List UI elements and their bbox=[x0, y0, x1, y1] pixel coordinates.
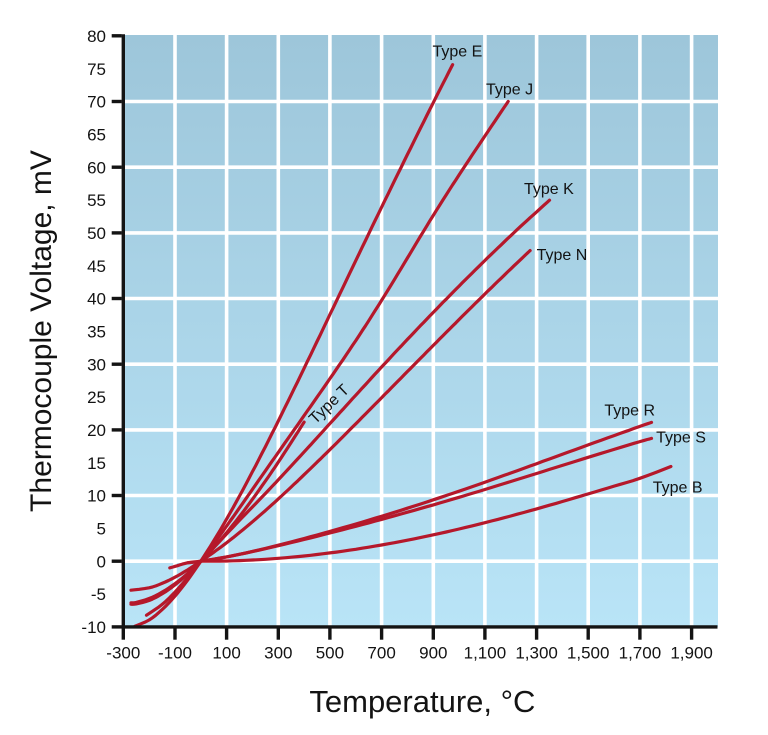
svg-text:1,700: 1,700 bbox=[619, 643, 662, 662]
svg-text:1,100: 1,100 bbox=[464, 643, 507, 662]
svg-text:60: 60 bbox=[87, 158, 106, 177]
svg-text:Type R: Type R bbox=[604, 402, 655, 419]
svg-text:1,500: 1,500 bbox=[567, 643, 610, 662]
svg-text:25: 25 bbox=[87, 388, 106, 407]
svg-text:0: 0 bbox=[97, 552, 106, 571]
svg-text:Temperature, °C: Temperature, °C bbox=[309, 684, 535, 719]
svg-text:80: 80 bbox=[87, 27, 106, 46]
svg-text:500: 500 bbox=[316, 643, 344, 662]
svg-text:35: 35 bbox=[87, 323, 106, 342]
svg-text:15: 15 bbox=[87, 454, 106, 473]
svg-text:700: 700 bbox=[367, 643, 395, 662]
svg-text:1,300: 1,300 bbox=[515, 643, 558, 662]
svg-text:40: 40 bbox=[87, 290, 106, 309]
svg-text:300: 300 bbox=[264, 643, 292, 662]
svg-text:30: 30 bbox=[87, 355, 106, 374]
svg-text:Type J: Type J bbox=[486, 82, 533, 99]
svg-text:Type S: Type S bbox=[656, 430, 706, 447]
svg-text:Type N: Type N bbox=[537, 247, 588, 264]
svg-text:Type K: Type K bbox=[524, 181, 574, 198]
svg-text:-300: -300 bbox=[106, 643, 140, 662]
svg-text:Thermocouple Voltage, mV: Thermocouple Voltage, mV bbox=[25, 150, 58, 512]
svg-text:10: 10 bbox=[87, 487, 106, 506]
svg-text:-10: -10 bbox=[81, 618, 106, 637]
svg-text:100: 100 bbox=[212, 643, 240, 662]
svg-text:-5: -5 bbox=[91, 585, 106, 604]
svg-text:Type E: Type E bbox=[433, 44, 483, 61]
svg-text:70: 70 bbox=[87, 93, 106, 112]
svg-text:75: 75 bbox=[87, 60, 106, 79]
svg-text:Type B: Type B bbox=[653, 480, 703, 497]
svg-text:20: 20 bbox=[87, 421, 106, 440]
svg-text:1,900: 1,900 bbox=[670, 643, 713, 662]
svg-text:45: 45 bbox=[87, 257, 106, 276]
svg-text:5: 5 bbox=[97, 520, 106, 539]
svg-text:65: 65 bbox=[87, 126, 106, 145]
svg-text:55: 55 bbox=[87, 191, 106, 210]
svg-text:50: 50 bbox=[87, 224, 106, 243]
svg-text:-100: -100 bbox=[158, 643, 192, 662]
svg-text:900: 900 bbox=[419, 643, 447, 662]
